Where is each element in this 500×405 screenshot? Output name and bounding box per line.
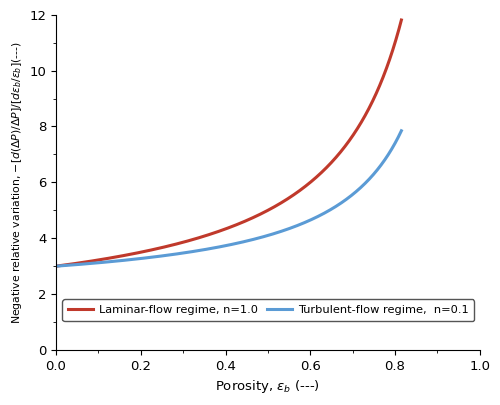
Y-axis label: Negative relative variation, $-[d(ΔP)/ΔP]/[dε_b/ε_b]$(---): Negative relative variation, $-[d(ΔP)/ΔP… bbox=[10, 41, 24, 324]
Turbulent-flow regime,  n=0.1 bbox=[290, 225, 296, 230]
Turbulent-flow regime,  n=0.1 bbox=[205, 247, 211, 252]
Turbulent-flow regime,  n=0.1 bbox=[88, 261, 94, 266]
X-axis label: Porosity, $ε_b$ (---): Porosity, $ε_b$ (---) bbox=[216, 378, 320, 395]
Turbulent-flow regime,  n=0.1 bbox=[398, 128, 404, 133]
Laminar-flow regime, n=1.0 bbox=[290, 193, 296, 198]
Line: Laminar-flow regime, n=1.0: Laminar-flow regime, n=1.0 bbox=[56, 20, 402, 266]
Laminar-flow regime, n=1.0 bbox=[328, 160, 334, 165]
Laminar-flow regime, n=1.0 bbox=[88, 259, 94, 264]
Legend: Laminar-flow regime, n=1.0, Turbulent-flow regime,  n=0.1: Laminar-flow regime, n=1.0, Turbulent-fl… bbox=[62, 299, 474, 321]
Laminar-flow regime, n=1.0 bbox=[322, 166, 328, 171]
Laminar-flow regime, n=1.0 bbox=[53, 264, 59, 269]
Turbulent-flow regime,  n=0.1 bbox=[322, 210, 328, 215]
Line: Turbulent-flow regime,  n=0.1: Turbulent-flow regime, n=0.1 bbox=[56, 131, 402, 266]
Laminar-flow regime, n=1.0 bbox=[192, 236, 198, 241]
Turbulent-flow regime,  n=0.1 bbox=[192, 249, 198, 254]
Laminar-flow regime, n=1.0 bbox=[398, 17, 404, 22]
Turbulent-flow regime,  n=0.1 bbox=[53, 264, 59, 269]
Laminar-flow regime, n=1.0 bbox=[205, 232, 211, 237]
Turbulent-flow regime,  n=0.1 bbox=[328, 207, 334, 211]
